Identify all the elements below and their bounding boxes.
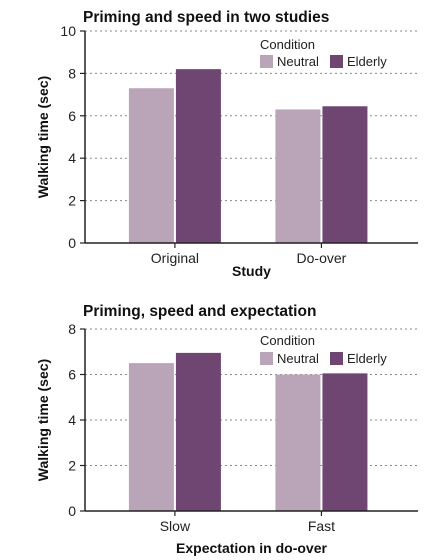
bar-elderly-slow — [175, 352, 221, 511]
bar-elderly-fast — [322, 373, 368, 511]
x-category-label: Original — [151, 250, 199, 266]
y-tick-label: 8 — [68, 321, 76, 337]
legend: Condition Neutral Elderly — [260, 333, 387, 366]
y-tick-label: 6 — [68, 367, 76, 383]
y-axis-title: Walking time (sec) — [35, 359, 51, 481]
legend-swatch-elderly — [330, 352, 343, 365]
bar-neutral-fast — [275, 374, 321, 511]
legend-title: Condition — [260, 333, 315, 348]
bar-neutral-slow — [128, 363, 174, 511]
legend-label-elderly: Elderly — [347, 351, 387, 366]
legend-swatch-neutral — [260, 55, 273, 68]
legend: Condition Neutral Elderly — [260, 37, 387, 69]
y-tick-label: 6 — [68, 108, 76, 124]
legend-label-elderly: Elderly — [347, 54, 387, 69]
y-tick-label: 0 — [68, 235, 76, 251]
y-tick-label: 2 — [68, 193, 76, 209]
y-tick-label: 4 — [68, 150, 76, 166]
x-category-label: Slow — [160, 518, 191, 534]
y-tick-label: 2 — [68, 458, 76, 474]
chart-title: Priming, speed and expectation — [83, 303, 316, 320]
y-tick-label: 10 — [60, 23, 76, 39]
bar-neutral-original — [128, 88, 174, 244]
x-category-label: Do-over — [297, 250, 347, 266]
x-axis-title: Expectation in do-over — [176, 540, 327, 556]
legend-label-neutral: Neutral — [277, 351, 319, 366]
y-tick-label: 8 — [68, 65, 76, 81]
chart-priming-two-studies: Priming and speed in two studies 0 2 4 6 8 10 O… — [35, 9, 418, 279]
x-category-label: Fast — [308, 518, 335, 534]
y-tick-label: 4 — [68, 412, 76, 428]
bar-elderly-do-over — [322, 106, 368, 243]
chart-priming-expectation: Priming, speed and expectation 0 2 4 6 8 Slow F… — [35, 303, 418, 556]
legend-swatch-elderly — [330, 55, 343, 68]
legend-title: Condition — [260, 37, 315, 52]
legend-swatch-neutral — [260, 352, 273, 365]
x-axis-title: Study — [232, 263, 271, 279]
legend-label-neutral: Neutral — [277, 54, 319, 69]
chart-title: Priming and speed in two studies — [83, 9, 329, 26]
bar-neutral-do-over — [275, 109, 321, 243]
y-tick-label: 0 — [68, 503, 76, 519]
bar-elderly-original — [175, 69, 221, 243]
y-axis-title: Walking time (sec) — [35, 76, 51, 198]
